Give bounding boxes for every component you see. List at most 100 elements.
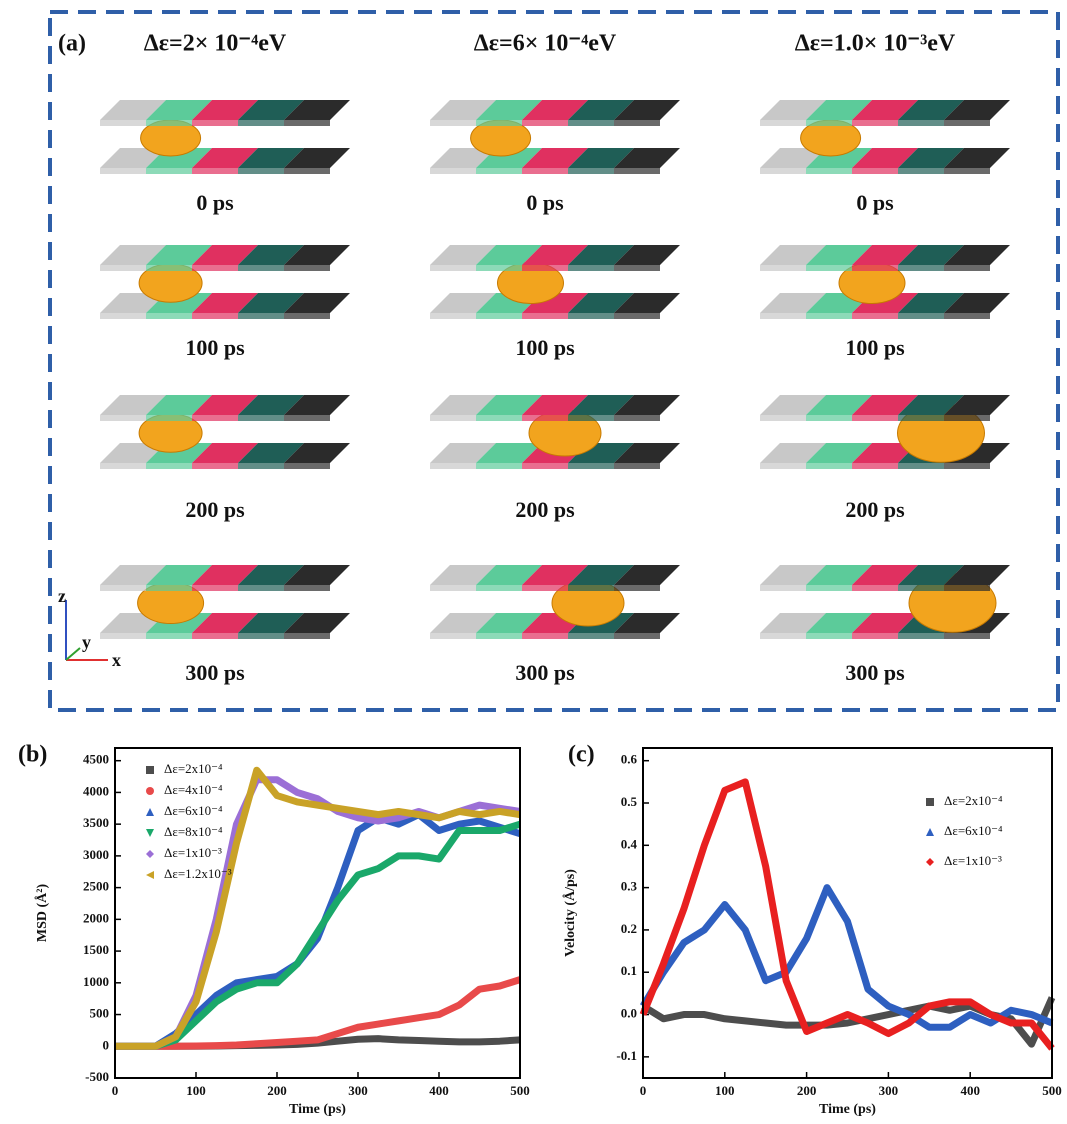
time-label: 0 ps bbox=[856, 190, 894, 215]
slab-edge bbox=[146, 585, 192, 591]
slab-stripe bbox=[898, 148, 964, 168]
slab-edge bbox=[146, 265, 192, 271]
slab-stripe bbox=[944, 565, 1010, 585]
x-tick-label: 100 bbox=[186, 1083, 206, 1098]
slab-edge bbox=[100, 415, 146, 421]
slab-edge bbox=[898, 120, 944, 126]
slab-stripe bbox=[944, 293, 1010, 313]
slab-stripe bbox=[614, 100, 680, 120]
slab-stripe bbox=[852, 565, 918, 585]
slab-edge bbox=[806, 120, 852, 126]
y-tick-label: 0.5 bbox=[621, 794, 638, 809]
slab-stripe bbox=[568, 148, 634, 168]
slab-stripe bbox=[284, 100, 350, 120]
slab-stripe bbox=[568, 293, 634, 313]
slab-stripe bbox=[944, 148, 1010, 168]
time-label: 100 ps bbox=[515, 335, 575, 360]
y-tick-label: 2000 bbox=[83, 910, 109, 925]
slab-edge bbox=[100, 120, 146, 126]
slab-edge bbox=[522, 415, 568, 421]
slab-stripe bbox=[760, 148, 826, 168]
legend-label: Δε=1x10⁻³ bbox=[164, 845, 222, 860]
column-header: Δε=1.0× 10⁻³eV bbox=[795, 31, 956, 57]
slab-edge bbox=[944, 585, 990, 591]
slab-stripe bbox=[760, 100, 826, 120]
slab-stripe bbox=[522, 148, 588, 168]
slab-edge bbox=[430, 120, 476, 126]
panel-label: (b) bbox=[18, 742, 47, 768]
slab-stripe bbox=[806, 613, 872, 633]
x-tick-label: 300 bbox=[879, 1083, 899, 1098]
slab-edge bbox=[146, 313, 192, 319]
slab-edge bbox=[476, 585, 522, 591]
slab-stripe bbox=[852, 245, 918, 265]
slab-stripe bbox=[852, 613, 918, 633]
slab-edge bbox=[146, 463, 192, 469]
y-axis-label: Velocity (Å/ps) bbox=[562, 869, 578, 957]
slab-edge bbox=[430, 463, 476, 469]
panel-label: (a) bbox=[58, 31, 86, 57]
slab-edge bbox=[284, 313, 330, 319]
slab-stripe bbox=[146, 100, 212, 120]
slab-stripe bbox=[192, 245, 258, 265]
slab-stripe bbox=[430, 293, 496, 313]
slab-stripe bbox=[898, 395, 964, 415]
legend-marker bbox=[146, 829, 154, 837]
column-header: Δε=2× 10⁻⁴eV bbox=[144, 31, 287, 57]
slab-edge bbox=[476, 633, 522, 639]
slab-stripe bbox=[100, 395, 166, 415]
slab-edge bbox=[238, 585, 284, 591]
slab-edge bbox=[806, 415, 852, 421]
slab-edge bbox=[898, 265, 944, 271]
slab-stripe bbox=[100, 148, 166, 168]
slab-edge bbox=[614, 313, 660, 319]
slab-edge bbox=[100, 585, 146, 591]
slab-stripe bbox=[238, 443, 304, 463]
slab-stripe bbox=[100, 100, 166, 120]
slab-stripe bbox=[146, 395, 212, 415]
y-tick-label: 0.3 bbox=[621, 879, 638, 894]
slab-stripe bbox=[614, 613, 680, 633]
series-line bbox=[115, 976, 522, 1050]
slab-stripe bbox=[852, 100, 918, 120]
legend-label: Δε=2x10⁻⁴ bbox=[944, 793, 1003, 808]
legend-label: Δε=1x10⁻³ bbox=[944, 853, 1002, 868]
slab-edge bbox=[614, 463, 660, 469]
legend-label: Δε=6x10⁻⁴ bbox=[164, 803, 223, 818]
slab-stripe bbox=[476, 245, 542, 265]
slab-stripe bbox=[284, 293, 350, 313]
axis-x-label: x bbox=[112, 650, 121, 670]
slab-edge bbox=[476, 120, 522, 126]
slab-stripe bbox=[614, 395, 680, 415]
slab-stripe bbox=[614, 443, 680, 463]
slab-edge bbox=[192, 585, 238, 591]
slab-stripe bbox=[898, 245, 964, 265]
legend-marker bbox=[146, 766, 154, 774]
slab-edge bbox=[192, 265, 238, 271]
slab-stripe bbox=[476, 443, 542, 463]
slab-stripe bbox=[568, 565, 634, 585]
slab-edge bbox=[806, 313, 852, 319]
slab-edge bbox=[898, 585, 944, 591]
slab-stripe bbox=[614, 245, 680, 265]
slab-edge bbox=[852, 633, 898, 639]
slab-edge bbox=[760, 168, 806, 174]
slab-stripe bbox=[760, 293, 826, 313]
slab-stripe bbox=[522, 100, 588, 120]
x-tick-label: 400 bbox=[960, 1083, 980, 1098]
slab-edge bbox=[146, 633, 192, 639]
x-tick-label: 100 bbox=[715, 1083, 735, 1098]
slab-edge bbox=[430, 313, 476, 319]
time-label: 300 ps bbox=[515, 660, 575, 685]
slab-stripe bbox=[192, 565, 258, 585]
slab-stripe bbox=[898, 565, 964, 585]
slab-edge bbox=[852, 585, 898, 591]
slab-edge bbox=[614, 633, 660, 639]
slab-edge bbox=[806, 168, 852, 174]
slab-stripe bbox=[284, 443, 350, 463]
slab-stripe bbox=[898, 293, 964, 313]
plot-frame bbox=[642, 747, 1053, 1079]
x-tick-label: 500 bbox=[510, 1083, 530, 1098]
slab-stripe bbox=[614, 148, 680, 168]
